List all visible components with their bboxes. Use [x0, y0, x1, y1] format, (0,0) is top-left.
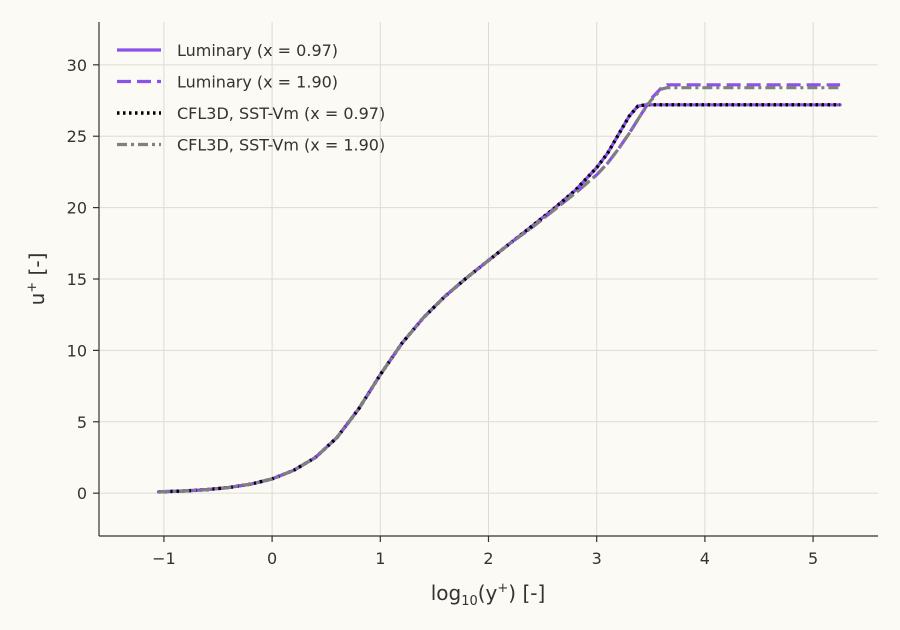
x-tick-label: −1: [152, 549, 176, 568]
y-ticks: 0 5 10 15 20 25 30: [67, 56, 99, 503]
y-tick-label: 25: [67, 127, 87, 146]
x-tick-label: 5: [808, 549, 818, 568]
y-axis-title: u+ [-]: [25, 253, 49, 306]
y-tick-label: 15: [67, 270, 87, 289]
grid-lines: [99, 22, 878, 536]
series-group: [156, 83, 842, 494]
y-tick-label: 0: [77, 484, 87, 503]
x-tick-label: 2: [483, 549, 493, 568]
legend-label-1: Luminary (x = 0.97): [177, 41, 338, 60]
y-tick-label: 5: [77, 413, 87, 432]
legend-label-4: CFL3D, SST-Vm (x = 1.90): [177, 136, 385, 155]
y-tick-label: 10: [67, 341, 87, 360]
legend-label-2: Luminary (x = 1.90): [177, 73, 338, 92]
x-tick-label: 4: [700, 549, 710, 568]
x-ticks: −1 0 1 2 3 4 5: [152, 536, 818, 568]
x-tick-label: 3: [592, 549, 602, 568]
x-axis-title: log10(y+) [-]: [431, 581, 546, 609]
x-tick-label: 1: [375, 549, 385, 568]
y-tick-label: 20: [67, 199, 87, 218]
series-line-4: [158, 86, 841, 494]
x-tick-label: 0: [267, 549, 277, 568]
y-tick-label: 30: [67, 56, 87, 75]
legend-label-3: CFL3D, SST-Vm (x = 0.97): [177, 104, 385, 123]
legend: Luminary (x = 0.97) Luminary (x = 1.90) CF…: [117, 41, 385, 155]
